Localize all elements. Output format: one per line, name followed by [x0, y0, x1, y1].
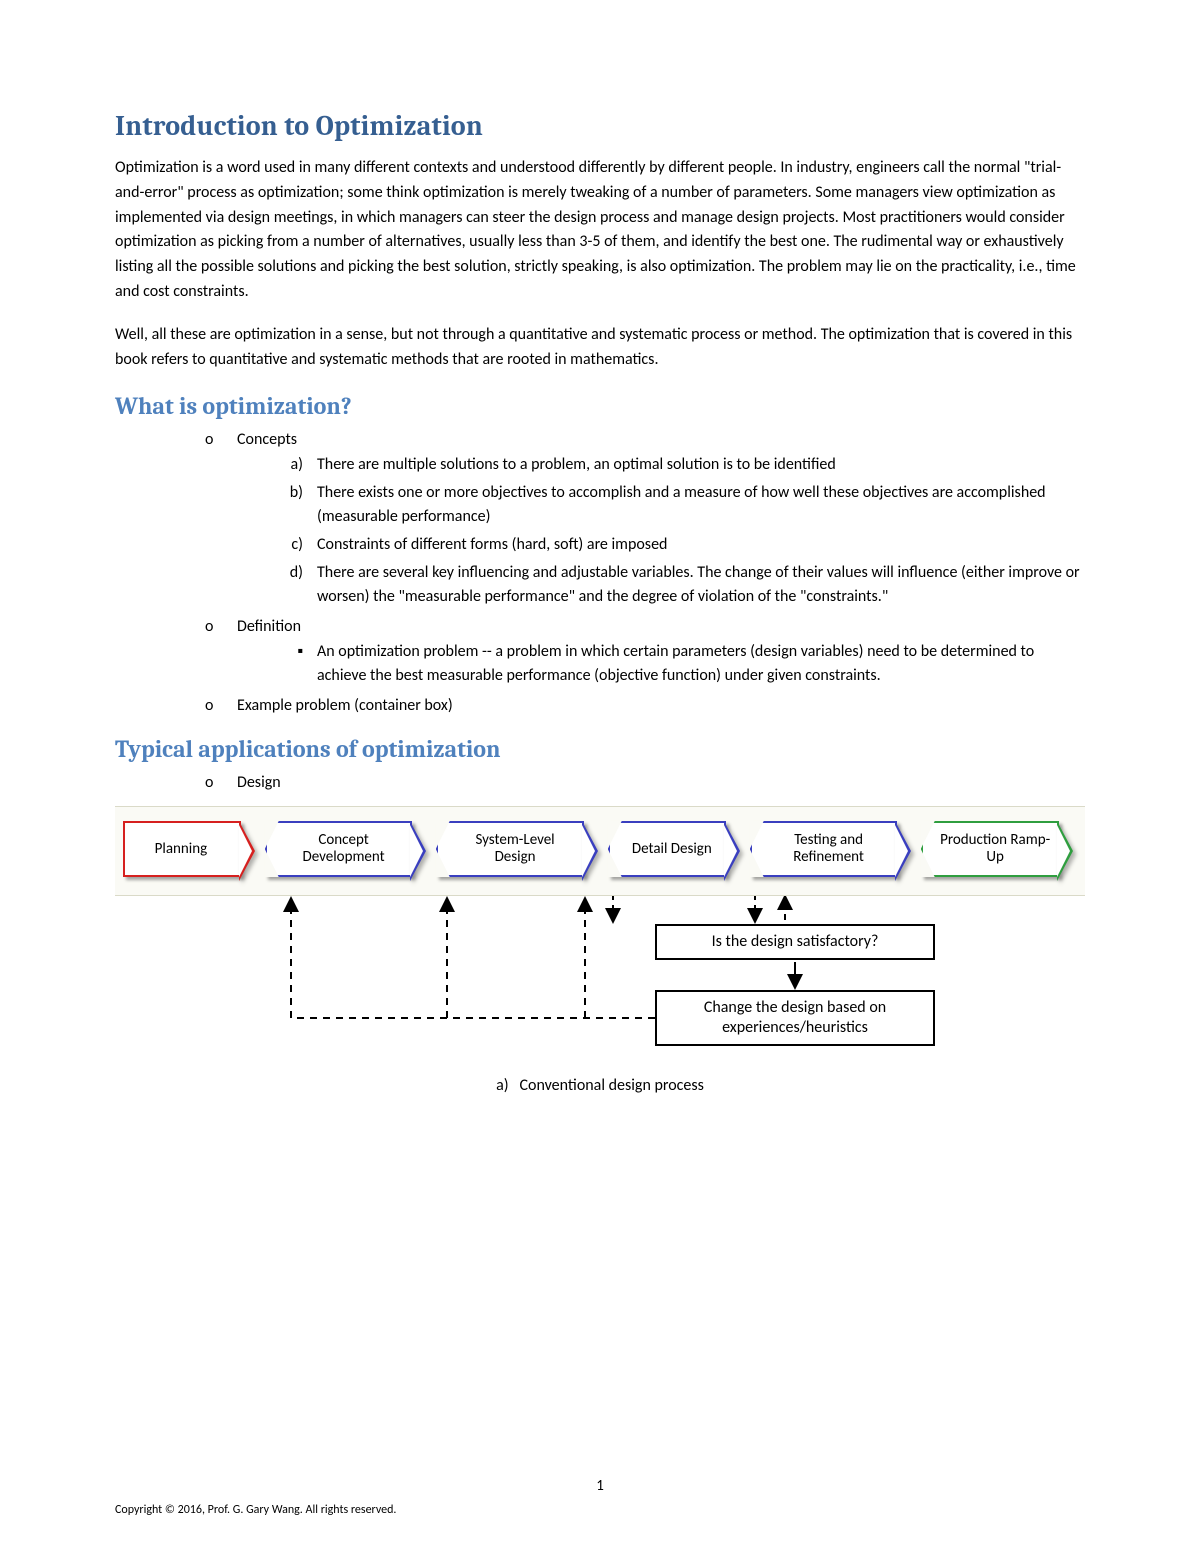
list-label: Example problem (container box): [237, 696, 453, 715]
process-stage: System-Level Design: [436, 821, 583, 877]
list-item: c) Constraints of different forms (hard,…: [285, 533, 1085, 557]
bullet-icon: o: [205, 773, 219, 792]
page-title: Introduction to Optimization: [115, 110, 1085, 142]
list-text: Constraints of different forms (hard, so…: [317, 533, 1085, 557]
list-item: d) There are several key influencing and…: [285, 561, 1085, 609]
list-item: o Example problem (container box): [205, 696, 1085, 715]
flow-caption: a) Conventional design process: [115, 1076, 1085, 1095]
stage-label: Production Ramp-Up: [939, 832, 1051, 867]
list-item: o Definition: [205, 617, 1085, 636]
document-page: Introduction to Optimization Optimizatio…: [0, 0, 1200, 1553]
caption-marker: a): [496, 1076, 509, 1095]
bullet-icon: o: [205, 430, 219, 449]
list-text: There are several key influencing and ad…: [317, 561, 1085, 609]
example-list: o Example problem (container box): [115, 696, 1085, 715]
caption-text: Conventional design process: [520, 1076, 704, 1095]
copyright-notice: Copyright © 2016, Prof. G. Gary Wang. Al…: [115, 1503, 396, 1517]
stage-label: Concept Development: [283, 832, 404, 867]
design-list: o Design: [115, 773, 1085, 792]
flow-feedback-area: Is the design satisfactory? Change the d…: [115, 896, 1085, 1066]
list-marker: c): [285, 533, 303, 557]
list-item: o Design: [205, 773, 1085, 792]
action-box-change-design: Change the design based on experiences/h…: [655, 990, 935, 1046]
list-label: Design: [237, 773, 281, 792]
list-label: Definition: [237, 617, 301, 636]
bullet-icon: o: [205, 696, 219, 715]
concepts-list: o Concepts: [115, 430, 1085, 449]
definition-sublist: ▪ An optimization problem -- a problem i…: [115, 640, 1085, 688]
process-stage: Testing and Refinement: [750, 821, 897, 877]
square-bullet-icon: ▪: [285, 640, 303, 688]
list-item: o Concepts: [205, 430, 1085, 449]
section-heading-typical-applications: Typical applications of optimization: [115, 735, 1085, 763]
definition-list: o Definition: [115, 617, 1085, 636]
list-text: There exists one or more objectives to a…: [317, 481, 1085, 529]
process-stage: Planning: [123, 821, 241, 877]
list-marker: b): [285, 481, 303, 529]
concepts-sublist: a) There are multiple solutions to a pro…: [115, 453, 1085, 609]
process-stage: Production Ramp-Up: [921, 821, 1059, 877]
process-stage: Detail Design: [608, 821, 726, 877]
list-item: a) There are multiple solutions to a pro…: [285, 453, 1085, 477]
process-stages: Planning Concept Development System-Level …: [123, 821, 1077, 881]
section-heading-what-is-optimization: What is optimization?: [115, 392, 1085, 420]
process-stage: Concept Development: [265, 821, 412, 877]
list-label: Concepts: [237, 430, 297, 449]
stage-label: Detail Design: [632, 841, 712, 858]
list-marker: a): [285, 453, 303, 477]
stage-label: System-Level Design: [454, 832, 575, 867]
decision-box-satisfactory: Is the design satisfactory?: [655, 924, 935, 960]
process-flow-strip: Planning Concept Development System-Level …: [115, 806, 1085, 896]
intro-paragraph-2: Well, all these are optimization in a se…: [115, 323, 1085, 373]
stage-label: Planning: [155, 841, 208, 858]
list-text: An optimization problem -- a problem in …: [317, 640, 1085, 688]
page-number: 1: [0, 1477, 1200, 1495]
list-item: ▪ An optimization problem -- a problem i…: [285, 640, 1085, 688]
stage-label: Testing and Refinement: [768, 832, 889, 867]
intro-paragraph-1: Optimization is a word used in many diff…: [115, 156, 1085, 305]
list-text: There are multiple solutions to a proble…: [317, 453, 1085, 477]
bullet-icon: o: [205, 617, 219, 636]
list-item: b) There exists one or more objectives t…: [285, 481, 1085, 529]
list-marker: d): [285, 561, 303, 609]
flow-arrows: [115, 896, 1085, 1066]
